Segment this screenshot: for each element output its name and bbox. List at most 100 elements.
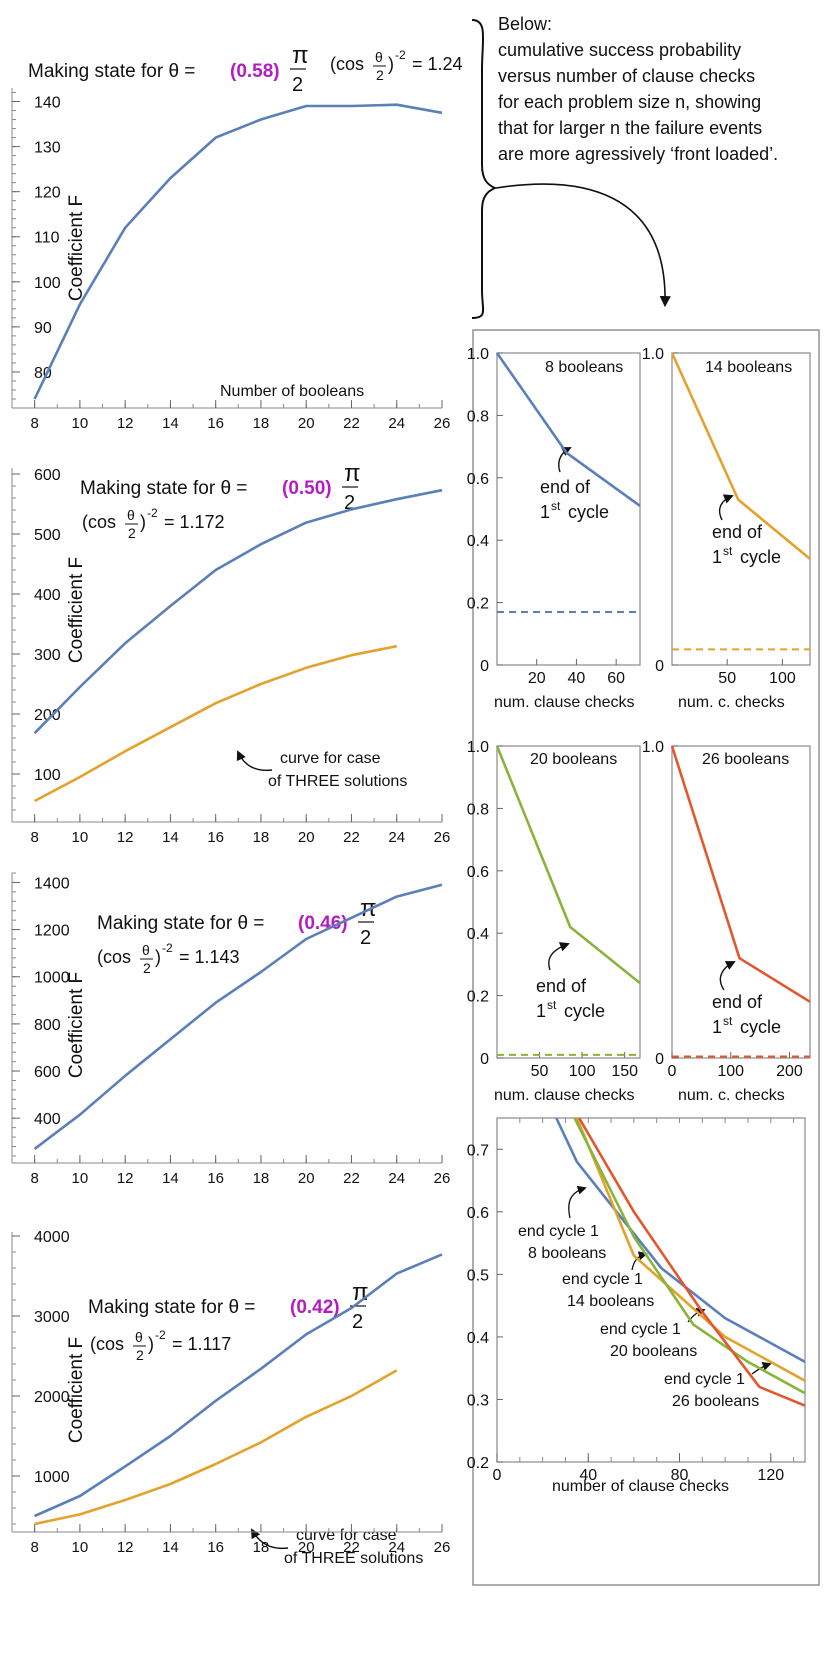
x-tick-label: 0 (668, 1063, 677, 1080)
panel-label: 20 booleans (530, 751, 617, 768)
y-tick-label: 100 (34, 275, 61, 292)
y-axis-label: Coefficient F (66, 557, 87, 663)
x-tick-label: 26 (434, 415, 451, 432)
annotation-line: cumulative success probability (498, 40, 741, 60)
cos-exponent: -2 (162, 941, 173, 955)
y-tick-label: 140 (34, 95, 61, 112)
x-tick-label: 14 (162, 415, 179, 432)
x-tick-label: 16 (207, 415, 224, 432)
y-tick-label: 1.0 (642, 739, 664, 756)
x-tick-label: 18 (253, 1539, 270, 1556)
note-end-of: end of (712, 522, 763, 542)
x-tick-label: 40 (568, 670, 586, 687)
pi-denominator: 2 (292, 74, 303, 96)
note-ordinal: 1 (712, 547, 722, 567)
x-tick-label: 22 (343, 1539, 360, 1556)
theta-coefficient: (0.42) (290, 1297, 340, 1318)
y-tick-label: 0.4 (467, 926, 489, 943)
x-tick-label: 22 (343, 829, 360, 846)
chart-theta-050: Making state for θ = (0.50) π 2 (cos θ 2… (11, 460, 450, 846)
note-superscript: st (551, 499, 561, 513)
x-tick-label: 12 (117, 829, 134, 846)
chart-title-prefix: Making state for θ = (97, 913, 264, 934)
y-tick-label: 0.7 (467, 1142, 489, 1159)
x-tick-label: 16 (207, 1539, 224, 1556)
y-tick-label: 120 (34, 185, 61, 202)
x-tick-label: 22 (343, 415, 360, 432)
x-tick-label: 16 (207, 1170, 224, 1187)
x-tick-label: 20 (298, 1539, 315, 1556)
cos-theta: θ (135, 1329, 143, 1345)
chart-title-prefix: Making state for θ = (80, 478, 247, 499)
chart-theta-042: Making state for θ = (0.42) π 2 (cos θ 2… (11, 1229, 450, 1567)
pi-numerator: π (292, 42, 309, 69)
plot-frame (671, 745, 811, 1059)
combined-note: end cycle 1 (562, 1271, 643, 1288)
panel-26-booleans: 26 booleans num. c. checks end of 1 st c… (642, 739, 811, 1104)
y-tick-label: 90 (34, 320, 52, 337)
y-tick-label: 3000 (34, 1309, 70, 1326)
note-arrow (251, 1528, 289, 1550)
x-tick-label: 150 (611, 1063, 638, 1080)
combined-chart: number of clause checks end cycle 1 8 bo… (467, 1117, 806, 1495)
note-arrow (719, 961, 736, 991)
y-tick-label: 2000 (34, 1389, 70, 1406)
y-tick-label: 1000 (34, 970, 70, 987)
y-tick-label: 0 (480, 658, 489, 675)
plot-frame (496, 1117, 806, 1463)
combined-note: 26 booleans (672, 1393, 759, 1410)
brace-arrow (495, 183, 671, 308)
chart-theta-058: Making state for θ = (0.58) π 2 (cos θ 2… (11, 42, 463, 432)
cos-theta: θ (142, 942, 150, 958)
success-probability-line (670, 352, 811, 560)
y-axis-label: Coefficient F (66, 1337, 87, 1443)
curve-note: of THREE solutions (284, 1550, 423, 1567)
x-tick-label: 14 (162, 1170, 179, 1187)
note-arrow (568, 1185, 587, 1219)
y-tick-label: 0 (480, 1051, 489, 1068)
x-tick-label: 18 (253, 415, 270, 432)
annotation-line: that for larger n the failure events (498, 118, 762, 138)
y-tick-label: 1.0 (467, 739, 489, 756)
x-tick-label: 24 (388, 1539, 405, 1556)
note-end-of: end of (540, 477, 591, 497)
pi-numerator: π (344, 460, 361, 487)
right-panel-frame (472, 329, 820, 1586)
y-tick-label: 0.6 (467, 864, 489, 881)
note-cycle: cycle (564, 1001, 605, 1021)
y-tick-label: 0.8 (467, 801, 489, 818)
y-tick-label: 0.8 (467, 408, 489, 425)
note-superscript: st (723, 544, 733, 558)
x-tick-label: 20 (298, 1170, 315, 1187)
x-tick-label: 20 (298, 415, 315, 432)
note-superscript: st (547, 998, 557, 1012)
x-tick-label: 200 (776, 1063, 803, 1080)
success-probability-line (495, 745, 641, 985)
x-tick-label: 10 (72, 1539, 89, 1556)
x-tick-label: 50 (531, 1063, 549, 1080)
x-axis-label: num. c. checks (678, 1087, 785, 1104)
x-tick-label: 8 (30, 829, 38, 846)
pi-denominator: 2 (360, 927, 371, 949)
y-tick-label: 600 (34, 1064, 61, 1081)
y-tick-label: 1.0 (467, 346, 489, 363)
y-tick-label: 0 (655, 1051, 664, 1068)
chart-title-prefix: Making state for θ = (28, 61, 195, 82)
cos-label: (cos (90, 1334, 124, 1354)
note-superscript: st (723, 1014, 733, 1028)
cos-value: = 1.143 (179, 947, 240, 967)
x-tick-label: 24 (388, 829, 405, 846)
cos-exponent: -2 (395, 48, 406, 62)
series-line-one-solution (33, 488, 443, 735)
note-ordinal: 1 (712, 1017, 722, 1037)
cos-two: 2 (136, 1347, 144, 1363)
y-tick-label: 1.0 (642, 346, 664, 363)
note-cycle: cycle (740, 1017, 781, 1037)
x-tick-label: 100 (769, 670, 796, 687)
x-tick-label: 12 (117, 415, 134, 432)
x-tick-label: 26 (434, 1170, 451, 1187)
cos-label: (cos (82, 512, 116, 532)
cos-two: 2 (143, 960, 151, 976)
x-axis-label: num. clause checks (494, 1087, 635, 1104)
